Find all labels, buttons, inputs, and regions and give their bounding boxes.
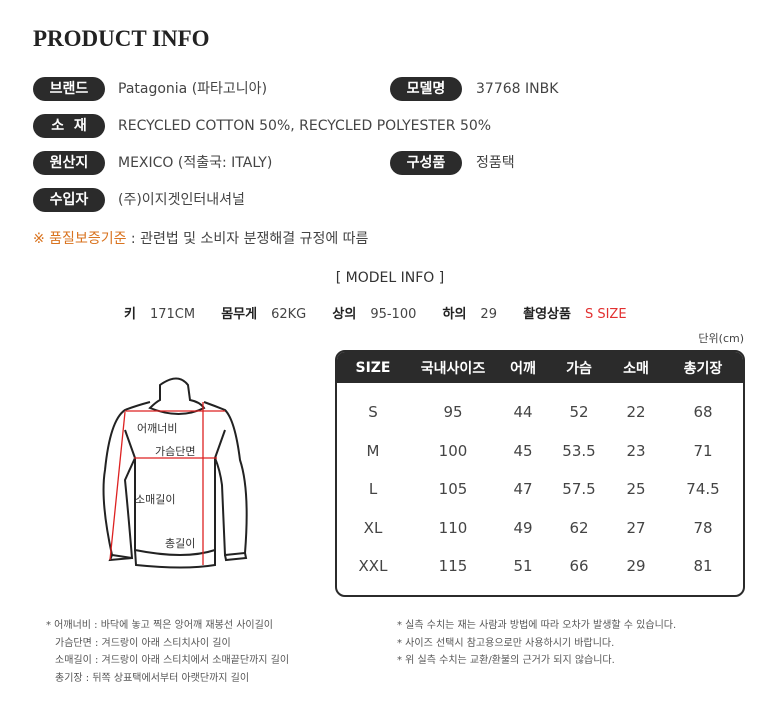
components-value: 정품택	[476, 155, 515, 171]
size-cell: 44	[513, 403, 533, 422]
importer-label: 수입자	[33, 188, 105, 212]
unit-label: 단위(cm)	[698, 332, 744, 345]
size-cell: 78	[693, 518, 713, 537]
note-line: 가슴단면 : 겨드랑이 아래 스티치사이 길이	[55, 637, 231, 649]
importer-value: (주)이지겟인터내셔널	[118, 192, 245, 208]
quality-standard: ※ 품질보증기준 : 관련법 및 소비자 분쟁해결 규정에 따름	[33, 228, 368, 248]
size-cell: 71	[693, 441, 713, 460]
top-label: 상의	[332, 307, 357, 322]
model-info-row: 키 171CM 몸무게 62KG 상의 95-100 하의 29 촬영상품 S SIZE	[124, 303, 627, 322]
size-table: SIZE 국내사이즈 어깨 가슴 소매 총기장 S 95 44 52 22 68 M 100 4…	[335, 350, 745, 597]
size-cell: 52	[569, 403, 589, 422]
size-cell: S	[368, 403, 378, 422]
note-line: * 어깨너비 : 바닥에 놓고 찍은 앙어깨 재봉선 사이길이	[46, 620, 273, 631]
diagram-shoulder-label: 어깨너비	[137, 422, 178, 435]
size-table-body: S 95 44 52 22 68 M 100 45 53.5 23 71 L 105 47 57.5 25 74.…	[337, 383, 743, 586]
note-line: 총기장 : 뒤쪽 상표택에서부터 아랫단까지 길이	[55, 672, 250, 684]
size-cell: XXL	[358, 557, 388, 576]
size-cell: 66	[569, 557, 589, 576]
diagram-sleeve-label: 소매길이	[135, 493, 176, 506]
diagram-chest-label: 가슴단면	[155, 445, 196, 458]
note-line: * 실측 수치는 재는 사람과 방법에 따라 오차가 발생할 수 있습니다.	[397, 620, 677, 631]
weight-label: 몸무게	[221, 307, 258, 322]
brand-label: 브랜드	[33, 77, 105, 101]
worn-label: 촬영상품	[523, 307, 571, 322]
components-label: 구성품	[390, 151, 462, 175]
size-row: S 95 44 52 22 68	[337, 393, 743, 432]
size-cell: 49	[513, 518, 533, 537]
size-cell: 23	[626, 441, 646, 460]
notes-right: * 실측 수치는 재는 사람과 방법에 따라 오차가 발생할 수 있습니다. *…	[397, 617, 676, 670]
bottom-label: 하의	[442, 307, 467, 322]
header-cell: 소매	[623, 360, 649, 377]
size-cell: M	[366, 441, 380, 460]
model-info-title: [ MODEL INFO ]	[335, 270, 445, 286]
height-label: 키	[124, 307, 136, 322]
header-cell: 가슴	[566, 360, 592, 377]
size-cell: 105	[438, 480, 468, 499]
size-cell: 45	[513, 441, 533, 460]
size-cell: 47	[513, 480, 533, 499]
size-cell: 100	[438, 441, 468, 460]
size-cell: 22	[626, 403, 646, 422]
size-row: XXL 115 51 66 29 81	[337, 547, 743, 586]
origin-label: 원산지	[33, 151, 105, 175]
size-cell: 53.5	[562, 441, 596, 460]
material-label: 소 재	[33, 114, 105, 138]
header-cell: 총기장	[683, 360, 723, 377]
measurement-lines	[109, 402, 225, 565]
header-cell: 국내사이즈	[420, 360, 486, 377]
brand-value: Patagonia (파타고니아)	[118, 81, 268, 97]
origin-value: MEXICO (적출국: ITALY)	[118, 155, 273, 171]
sweater-diagram	[102, 377, 248, 569]
top-value: 95-100	[370, 307, 417, 322]
page-title: PRODUCT INFO	[33, 26, 210, 51]
size-row: XL 110 49 62 27 78	[337, 509, 743, 548]
diagram-length-label: 총길이	[165, 537, 196, 550]
size-cell: 62	[569, 518, 589, 537]
worn-value: S SIZE	[584, 307, 627, 322]
quality-value: : 관련법 및 소비자 분쟁해결 규정에 따름	[126, 231, 369, 247]
quality-label: ※ 품질보증기준	[33, 231, 127, 247]
model-label: 모델명	[390, 77, 462, 101]
size-table-header: SIZE 국내사이즈 어깨 가슴 소매 총기장	[337, 352, 743, 383]
height-value: 171CM	[149, 307, 196, 322]
note-line: 소매길이 : 겨드랑이 아래 스티치에서 소매끝단까지 길이	[55, 655, 290, 666]
size-cell: L	[368, 480, 378, 499]
note-line: * 사이즈 선택시 참고용으로만 사용하시기 바랍니다.	[397, 637, 615, 649]
bottom-value: 29	[480, 307, 497, 322]
size-cell: 51	[513, 557, 533, 576]
size-cell: 57.5	[562, 480, 596, 499]
size-row: L 105 47 57.5 25 74.5	[337, 470, 743, 509]
notes-left: * 어깨너비 : 바닥에 놓고 찍은 앙어깨 재봉선 사이길이 가슴단면 : 겨…	[46, 617, 289, 687]
sleeve-line	[109, 411, 126, 561]
size-cell: XL	[363, 518, 383, 537]
sweater-outline	[102, 377, 248, 569]
header-cell: SIZE	[355, 359, 391, 376]
size-cell: 115	[438, 557, 468, 576]
size-cell: 68	[693, 403, 713, 422]
size-cell: 25	[626, 480, 646, 499]
size-cell: 110	[438, 518, 468, 537]
size-cell: 81	[693, 557, 713, 576]
material-value: RECYCLED COTTON 50%, RECYCLED POLYESTER …	[118, 118, 492, 134]
size-cell: 74.5	[686, 480, 720, 499]
size-cell: 29	[626, 557, 646, 576]
size-cell: 95	[443, 403, 463, 422]
model-value: 37768 INBK	[476, 81, 559, 97]
size-cell: 27	[626, 518, 646, 537]
weight-value: 62KG	[271, 307, 307, 322]
header-cell: 어깨	[510, 360, 536, 377]
note-line: * 위 실측 수치는 교환/환불의 근거가 되지 않습니다.	[397, 655, 615, 666]
size-row: M 100 45 53.5 23 71	[337, 432, 743, 471]
